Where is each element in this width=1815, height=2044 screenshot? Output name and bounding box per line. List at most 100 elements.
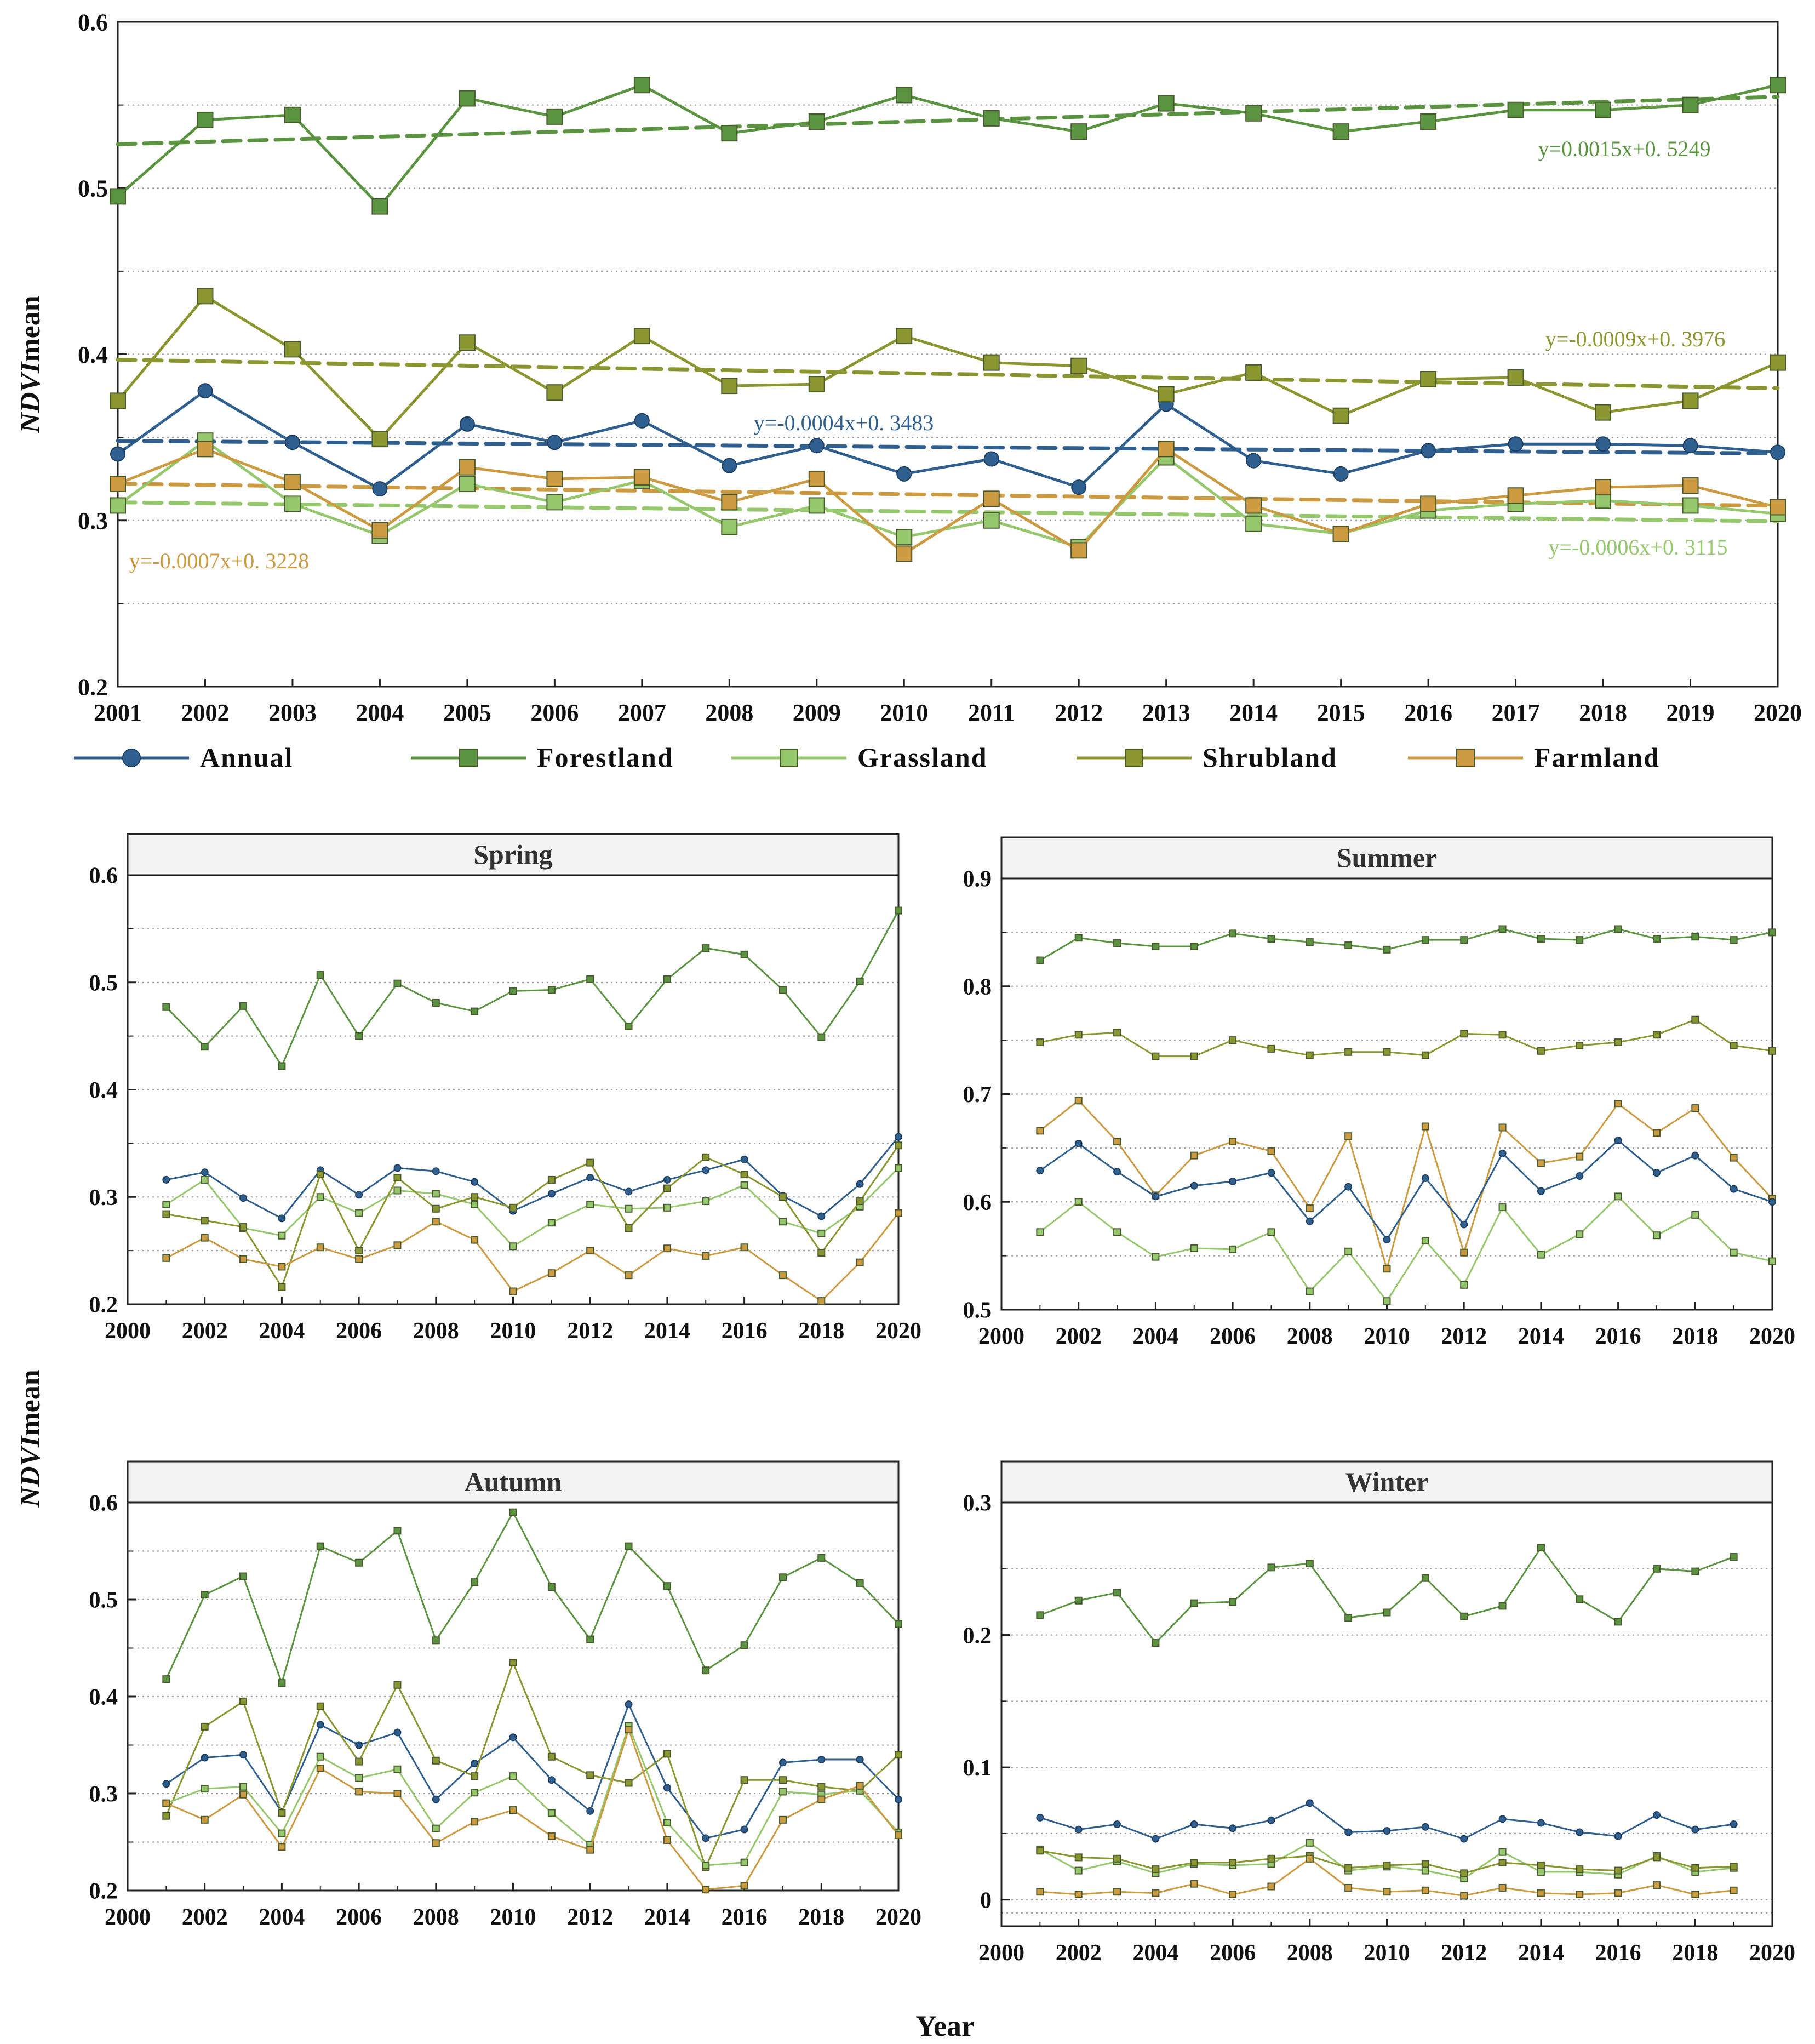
- x-tick-label: 2014: [644, 1905, 690, 1930]
- data-point-shrubland: [1070, 357, 1087, 374]
- data-point-annual: [1229, 1177, 1237, 1185]
- data-point-grassland: [896, 529, 913, 546]
- data-point-annual: [1190, 1181, 1198, 1190]
- data-point-annual: [1152, 1835, 1160, 1843]
- x-tick-label: 2010: [1364, 1324, 1410, 1349]
- legend-item-forestland: Forestland: [411, 742, 674, 773]
- series-shrubland-summer: [1036, 1015, 1776, 1060]
- data-point-shrubland: [459, 334, 476, 351]
- data-point-shrubland: [1332, 407, 1349, 424]
- data-point-shrubland: [1344, 1048, 1353, 1056]
- data-point-farmland: [1229, 1891, 1237, 1899]
- x-tick-label: 2012: [567, 1905, 613, 1930]
- data-point-annual: [778, 1758, 787, 1767]
- data-point-grassland: [471, 1200, 479, 1208]
- x-tick-label: 2019: [1667, 699, 1715, 726]
- data-point-shrubland: [817, 1783, 826, 1791]
- data-point-farmland: [586, 1247, 594, 1255]
- data-point-shrubland: [1730, 1863, 1738, 1871]
- legend-marker-farmland: [1456, 749, 1475, 767]
- data-point-farmland: [1507, 487, 1524, 504]
- x-tick-label: 2004: [259, 1905, 305, 1930]
- data-point-shrubland: [393, 1174, 402, 1182]
- data-point-forestland: [702, 1666, 710, 1675]
- data-point-annual: [722, 458, 737, 473]
- data-point-forestland: [702, 944, 710, 952]
- data-point-grassland: [1730, 1248, 1738, 1257]
- series-line-farmland: [165, 1728, 900, 1891]
- data-point-forestland: [509, 987, 517, 995]
- series-line-grassland: [165, 1167, 900, 1247]
- data-point-grassland: [162, 1200, 170, 1208]
- data-point-shrubland: [393, 1681, 402, 1689]
- data-point-shrubland: [1383, 1861, 1391, 1869]
- data-point-forestland: [509, 1508, 517, 1516]
- data-point-annual: [1229, 1824, 1237, 1832]
- x-tick-label: 2020: [875, 1905, 921, 1930]
- data-point-shrubland: [1245, 364, 1262, 381]
- data-point-forestland: [393, 1527, 402, 1535]
- data-point-farmland: [1595, 479, 1612, 496]
- series-line-farmland: [1039, 1099, 1773, 1270]
- data-point-shrubland: [162, 1210, 170, 1218]
- data-point-grassland: [547, 1219, 556, 1227]
- x-tick-label: 2006: [1210, 1940, 1256, 1966]
- data-point-farmland: [817, 1795, 826, 1803]
- data-point-grassland: [1691, 1211, 1699, 1219]
- data-point-forestland: [1691, 933, 1699, 941]
- legend-label-forestland: Forestland: [537, 742, 674, 773]
- data-point-farmland: [1344, 1132, 1353, 1140]
- y-axis-title-top: NDVImean: [15, 295, 46, 433]
- data-point-farmland: [547, 1269, 556, 1277]
- x-tick-label: 2018: [1672, 1324, 1718, 1349]
- y-tick-label: 0.2: [963, 1623, 992, 1648]
- data-point-forestland: [1682, 96, 1699, 113]
- x-tick-label: 2010: [1364, 1940, 1410, 1966]
- data-point-farmland: [702, 1252, 710, 1260]
- data-point-farmland: [459, 459, 476, 476]
- data-point-annual: [1383, 1827, 1391, 1835]
- x-tick-label: 2006: [1210, 1324, 1256, 1349]
- x-tick-label: 2002: [182, 1905, 228, 1930]
- data-point-shrubland: [625, 1779, 633, 1787]
- data-point-grassland: [278, 1231, 286, 1240]
- data-point-forestland: [1614, 925, 1622, 933]
- data-point-farmland: [1158, 441, 1175, 458]
- data-point-forestland: [371, 198, 388, 215]
- data-point-shrubland: [1537, 1861, 1545, 1869]
- y-tick-label: 0.3: [78, 507, 108, 534]
- x-tick-label: 2008: [413, 1905, 459, 1930]
- series-line-grassland: [117, 439, 1778, 549]
- data-point-shrubland: [1652, 1853, 1661, 1862]
- data-point-annual: [740, 1825, 748, 1834]
- x-tick-label: 2004: [1132, 1324, 1178, 1349]
- data-point-farmland: [432, 1218, 440, 1226]
- data-point-farmland: [1074, 1097, 1083, 1105]
- data-point-farmland: [1614, 1889, 1622, 1897]
- x-tick-label: 2016: [1595, 1940, 1641, 1966]
- data-point-farmland: [278, 1263, 286, 1271]
- data-point-annual: [634, 413, 650, 429]
- x-tick-label: 2014: [1518, 1324, 1564, 1349]
- data-point-farmland: [1070, 542, 1087, 559]
- data-point-farmland: [1421, 1886, 1429, 1894]
- data-point-shrubland: [1770, 354, 1786, 371]
- data-point-forestland: [1070, 123, 1087, 140]
- data-point-annual: [201, 1168, 209, 1177]
- data-point-forestland: [1306, 1560, 1314, 1568]
- data-point-forestland: [284, 106, 301, 123]
- y-tick-label: 0.5: [89, 970, 118, 996]
- data-point-forestland: [1245, 105, 1262, 122]
- data-point-annual: [586, 1807, 594, 1815]
- data-point-annual: [432, 1167, 440, 1175]
- x-tick-label: 2003: [268, 699, 317, 726]
- data-point-annual: [1246, 453, 1262, 469]
- data-point-forestland: [663, 1582, 671, 1590]
- legend-marker-annual: [122, 749, 141, 767]
- data-point-farmland: [983, 490, 1000, 507]
- data-point-forestland: [817, 1033, 826, 1041]
- x-tick-label: 2004: [1132, 1940, 1178, 1966]
- data-point-forestland: [1730, 936, 1738, 944]
- data-point-annual: [702, 1834, 710, 1842]
